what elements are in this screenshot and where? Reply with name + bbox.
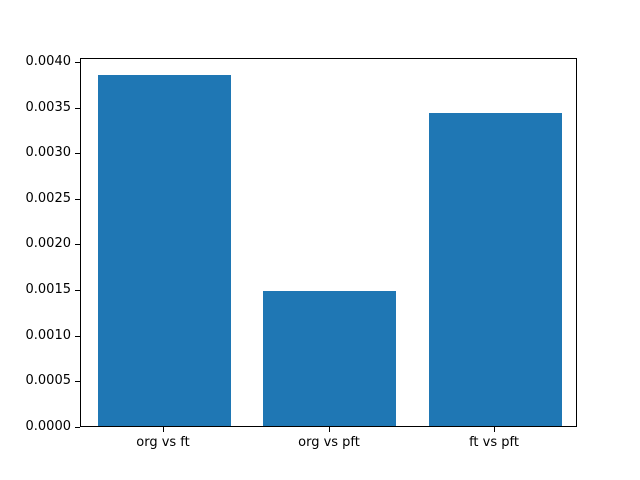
y-tick-mark (75, 153, 80, 154)
x-tick-label: org vs ft (136, 435, 190, 450)
y-tick-mark (75, 62, 80, 63)
y-tick-mark (75, 108, 80, 109)
x-tick-mark (163, 427, 164, 432)
y-tick-label: 0.0015 (25, 282, 72, 297)
y-tick-label: 0.0010 (25, 328, 72, 343)
bar-org-vs-pft (263, 291, 396, 426)
x-tick-label: ft vs pft (469, 435, 519, 450)
y-tick-mark (75, 244, 80, 245)
bar-ft-vs-pft (429, 113, 562, 426)
y-tick-mark (75, 381, 80, 382)
y-tick-mark (75, 427, 80, 428)
y-tick-mark (75, 199, 80, 200)
y-tick-label: 0.0040 (25, 54, 72, 69)
x-tick-label: org vs pft (298, 435, 360, 450)
bar-org-vs-ft (98, 75, 231, 426)
y-tick-label: 0.0020 (25, 236, 72, 251)
y-tick-label: 0.0000 (25, 419, 72, 434)
y-tick-mark (75, 336, 80, 337)
x-tick-mark (329, 427, 330, 432)
y-tick-label: 0.0035 (25, 100, 72, 115)
x-tick-mark (494, 427, 495, 432)
y-tick-label: 0.0005 (25, 373, 72, 388)
y-tick-label: 0.0025 (25, 191, 72, 206)
y-tick-mark (75, 290, 80, 291)
plot-area (80, 58, 577, 427)
y-tick-label: 0.0030 (25, 145, 72, 160)
